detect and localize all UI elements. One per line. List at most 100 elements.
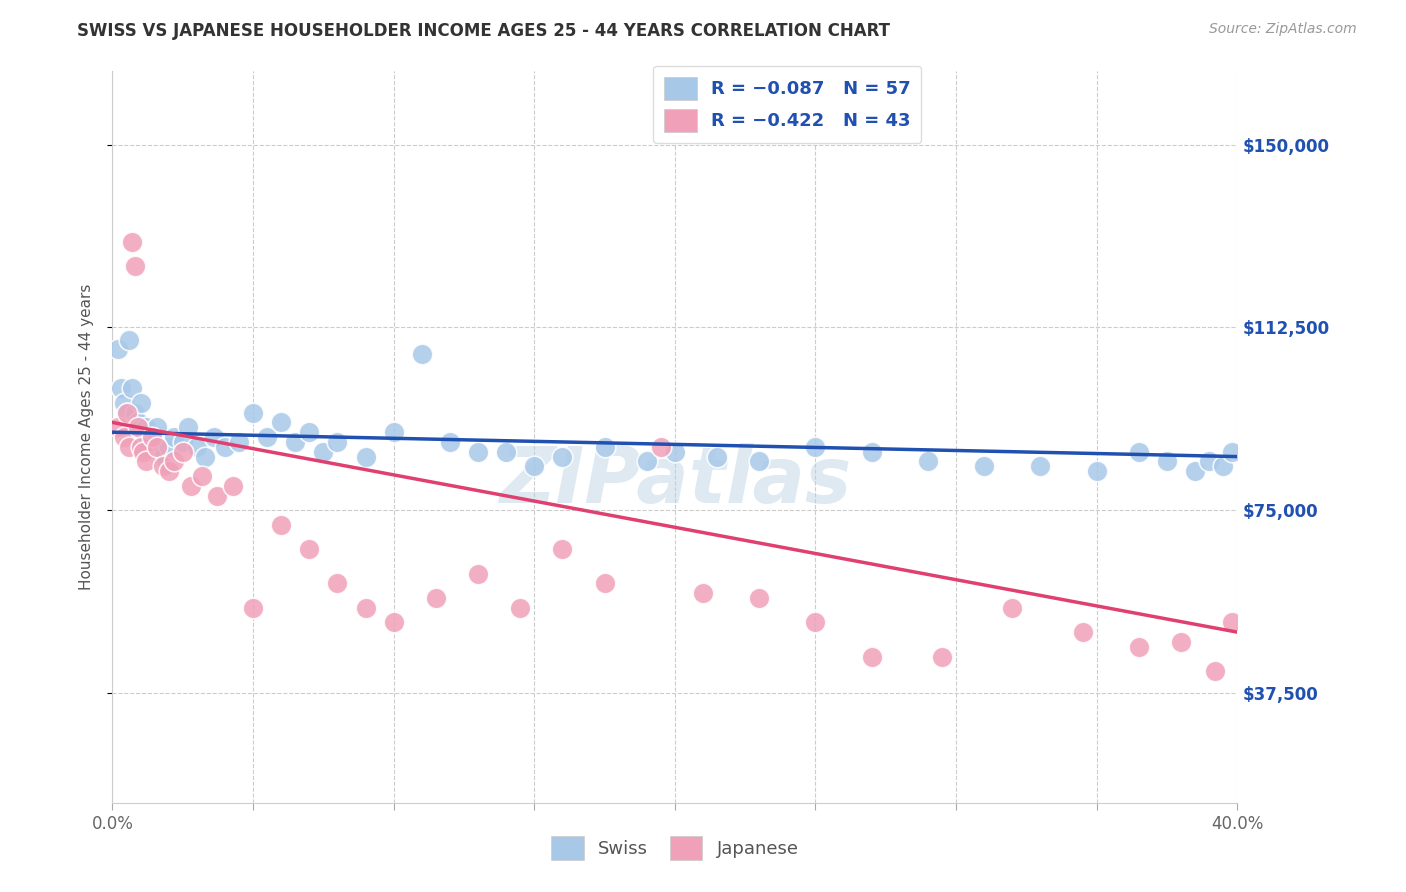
Point: [1085, 464, 1108, 478]
Point: [222, 479, 245, 493]
Point: [326, 576, 349, 591]
Point: [141, 430, 163, 444]
Point: [1071, 625, 1094, 640]
Point: [523, 459, 546, 474]
Point: [214, 440, 236, 454]
Point: [1029, 459, 1052, 474]
Point: [112, 430, 135, 444]
Point: [256, 430, 278, 444]
Point: [804, 440, 827, 454]
Point: [1220, 615, 1243, 630]
Point: [650, 440, 672, 454]
Point: [439, 434, 461, 449]
Point: [284, 434, 307, 449]
Point: [931, 649, 953, 664]
Point: [1128, 444, 1150, 458]
Point: [636, 454, 658, 468]
Point: [118, 333, 141, 347]
Point: [124, 260, 146, 274]
Point: [152, 459, 174, 474]
Point: [124, 406, 146, 420]
Point: [143, 434, 166, 449]
Point: [917, 454, 939, 468]
Point: [107, 420, 129, 434]
Point: [180, 479, 202, 493]
Point: [467, 444, 489, 458]
Point: [270, 416, 292, 430]
Point: [270, 517, 292, 532]
Point: [1212, 459, 1234, 474]
Point: [146, 420, 169, 434]
Point: [354, 450, 377, 464]
Point: [706, 450, 728, 464]
Point: [467, 566, 489, 581]
Point: [186, 440, 208, 454]
Point: [132, 430, 155, 444]
Point: [860, 444, 883, 458]
Point: [228, 434, 250, 449]
Point: [177, 420, 200, 434]
Point: [804, 615, 827, 630]
Point: [973, 459, 995, 474]
Point: [127, 416, 149, 430]
Point: [382, 615, 405, 630]
Point: [127, 420, 149, 434]
Point: [495, 444, 517, 458]
Point: [242, 406, 264, 420]
Point: [115, 406, 138, 420]
Point: [129, 396, 152, 410]
Point: [312, 444, 335, 458]
Point: [860, 649, 883, 664]
Point: [132, 444, 155, 458]
Point: [163, 430, 186, 444]
Point: [149, 444, 172, 458]
Point: [326, 434, 349, 449]
Point: [411, 347, 433, 361]
Point: [551, 542, 574, 557]
Point: [118, 440, 141, 454]
Point: [163, 454, 186, 468]
Text: Source: ZipAtlas.com: Source: ZipAtlas.com: [1209, 22, 1357, 37]
Point: [1184, 464, 1206, 478]
Text: SWISS VS JAPANESE HOUSEHOLDER INCOME AGES 25 - 44 YEARS CORRELATION CHART: SWISS VS JAPANESE HOUSEHOLDER INCOME AGE…: [77, 22, 890, 40]
Point: [138, 440, 160, 454]
Point: [425, 591, 447, 605]
Point: [146, 440, 169, 454]
Point: [593, 576, 616, 591]
Point: [1156, 454, 1178, 468]
Point: [509, 600, 531, 615]
Point: [107, 343, 129, 357]
Point: [115, 406, 138, 420]
Legend: Swiss, Japanese: Swiss, Japanese: [544, 830, 806, 867]
Point: [112, 396, 135, 410]
Point: [242, 600, 264, 615]
Point: [121, 235, 143, 249]
Point: [298, 542, 321, 557]
Point: [121, 381, 143, 395]
Point: [129, 440, 152, 454]
Point: [157, 440, 180, 454]
Point: [748, 591, 770, 605]
Point: [202, 430, 225, 444]
Point: [692, 586, 714, 600]
Point: [172, 444, 194, 458]
Point: [135, 454, 157, 468]
Point: [152, 450, 174, 464]
Point: [1128, 640, 1150, 654]
Point: [382, 425, 405, 440]
Point: [1204, 664, 1226, 678]
Point: [135, 420, 157, 434]
Point: [551, 450, 574, 464]
Point: [354, 600, 377, 615]
Point: [205, 489, 228, 503]
Point: [1198, 454, 1220, 468]
Point: [664, 444, 686, 458]
Y-axis label: Householder Income Ages 25 - 44 years: Householder Income Ages 25 - 44 years: [79, 284, 94, 591]
Point: [298, 425, 321, 440]
Point: [593, 440, 616, 454]
Point: [1220, 444, 1243, 458]
Point: [191, 469, 214, 483]
Point: [194, 450, 217, 464]
Point: [1170, 635, 1192, 649]
Point: [1001, 600, 1024, 615]
